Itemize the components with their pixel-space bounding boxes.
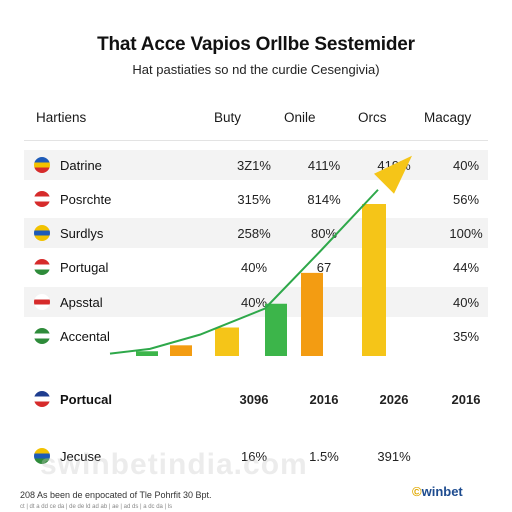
row-value: 35%	[452, 329, 480, 344]
brand-logo-icon: ©	[412, 484, 422, 499]
row-value: 2016	[451, 392, 481, 407]
page-title: That Acce Vapios Orllbe Sestemider	[97, 34, 415, 55]
flag-icon	[34, 191, 50, 207]
row-value: 419%	[377, 158, 411, 173]
row-name: Portucal	[60, 392, 113, 407]
table-row: Portugal 40% 67 44%	[24, 252, 488, 282]
row-name: Jecuse	[60, 449, 102, 464]
row-name: Apsstal	[60, 295, 103, 310]
table-header: Hartiens Buty Onile Orcs Macagy	[24, 110, 488, 138]
row-value: 3Z1%	[237, 158, 271, 173]
table-row: Accental 35%	[24, 321, 488, 351]
table-row: Posrchte 315% 814% 56%	[24, 184, 488, 214]
footer-note: 208 As been de enpocated of Tle Pohrfit …	[20, 490, 212, 500]
table-row: Jecuse 16% 1.5% 391%	[24, 441, 488, 471]
row-value: 67	[316, 260, 332, 275]
flag-icon	[34, 225, 50, 241]
row-value: 315%	[237, 192, 271, 207]
brand-logo: ©winbet	[412, 484, 463, 499]
row-value: 411%	[307, 158, 341, 173]
row-value: 40%	[240, 260, 268, 275]
column-header-name: Hartiens	[36, 110, 87, 125]
row-value: 3096	[239, 392, 269, 407]
table-row: Surdlys 258% 80% 100%	[24, 218, 488, 248]
column-header-1: Buty	[214, 110, 242, 125]
row-value: 40%	[452, 158, 480, 173]
row-name: Datrine	[60, 158, 102, 173]
row-value: 16%	[240, 449, 268, 464]
flag-icon	[34, 391, 50, 407]
bar	[136, 351, 158, 356]
table-row: Datrine 3Z1% 411% 419% 40%	[24, 150, 488, 180]
table-row: Portucal 3096 2016 2026 2016	[24, 384, 488, 414]
header-divider	[24, 140, 488, 141]
row-value: 40%	[452, 295, 480, 310]
column-header-4: Macagy	[424, 110, 472, 125]
flag-icon	[34, 448, 50, 464]
row-value: 44%	[452, 260, 480, 275]
row-value: 258%	[237, 226, 271, 241]
row-name: Portugal	[60, 260, 109, 275]
flag-icon	[34, 259, 50, 275]
row-value: 391%	[377, 449, 411, 464]
page-subtitle: Hat pastiaties so nd the curdie Cesengiv…	[132, 62, 380, 77]
column-header-2: Onile	[284, 110, 316, 125]
row-name: Surdlys	[60, 226, 104, 241]
brand-logo-text: winbet	[421, 484, 463, 499]
row-value: 1.5%	[309, 449, 339, 464]
flag-icon	[34, 294, 50, 310]
flag-icon	[34, 157, 50, 173]
row-value: 40%	[240, 295, 268, 310]
row-value: 56%	[452, 192, 480, 207]
footer-small-print: ct | dt a dd ce da | de de ld ad ab | ae…	[20, 504, 173, 510]
row-value: 2026	[379, 392, 409, 407]
column-header-3: Orcs	[358, 110, 387, 125]
watermark: swinbetindia.com	[40, 448, 308, 481]
row-name: Accental	[60, 329, 110, 344]
row-name: Posrchte	[60, 192, 112, 207]
table-row: Apsstal 40% 40%	[24, 287, 488, 317]
row-value: 100%	[449, 226, 483, 241]
row-value: 814%	[307, 192, 341, 207]
row-value: 2016	[309, 392, 339, 407]
row-value: 80%	[310, 226, 338, 241]
flag-icon	[34, 328, 50, 344]
